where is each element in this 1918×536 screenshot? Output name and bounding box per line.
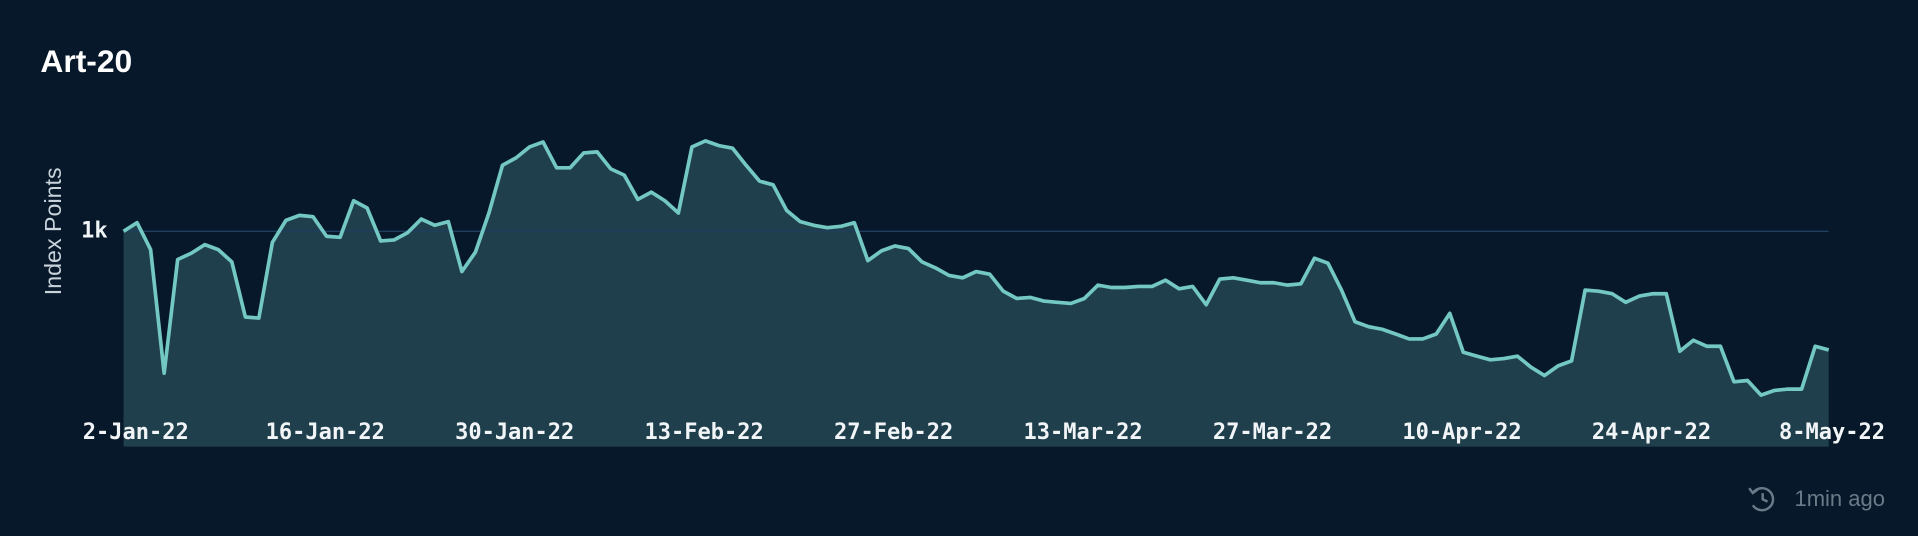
x-tick-label: 2-Jan-22 [83, 420, 189, 445]
x-tick-label: 8-May-22 [1779, 420, 1885, 445]
updated-label: 1min ago [1794, 486, 1885, 511]
refresh-hand [1761, 493, 1769, 503]
refresh-icon [1748, 486, 1775, 512]
y-tick-label: 1k [81, 218, 108, 243]
x-tick-label: 13-Feb-22 [645, 420, 764, 445]
x-tick-label: 16-Jan-22 [266, 420, 385, 445]
refresh-arc [1751, 486, 1775, 512]
y-axis-label: Index Points [40, 167, 66, 295]
x-tick-label: 27-Feb-22 [834, 420, 953, 445]
chart-title: Art-20 [40, 43, 132, 79]
x-tick-label: 27-Mar-22 [1213, 420, 1332, 445]
area [123, 140, 1829, 447]
x-tick-label: 13-Mar-22 [1023, 420, 1142, 445]
x-tick-label: 30-Jan-22 [455, 420, 574, 445]
x-tick-label: 10-Apr-22 [1402, 420, 1521, 445]
line [122, 139, 1830, 397]
refresh-arrow [1748, 487, 1759, 495]
x-tick-label: 24-Apr-22 [1592, 420, 1711, 445]
